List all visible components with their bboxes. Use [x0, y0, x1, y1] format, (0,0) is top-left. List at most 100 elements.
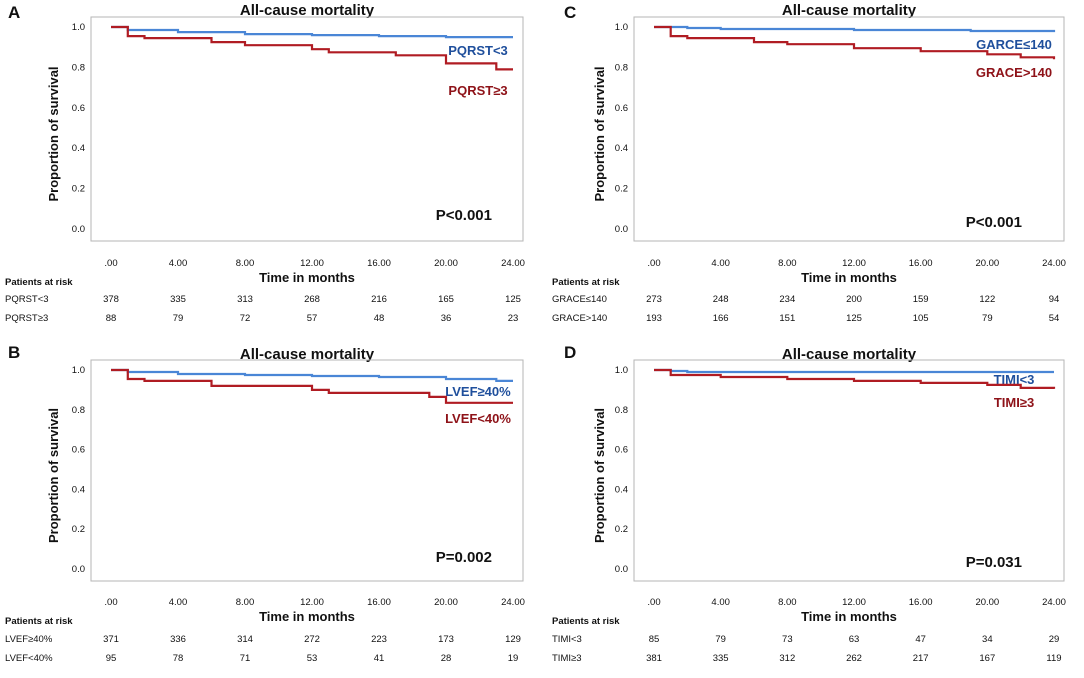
panel-letter: B — [8, 343, 20, 362]
risk-count: 268 — [304, 294, 320, 305]
survival-curve-reference — [654, 25, 1056, 33]
x-tick-label: 12.00 — [842, 258, 866, 269]
risk-count: 248 — [713, 294, 729, 305]
risk-count: 216 — [371, 294, 387, 305]
x-tick-label: 8.00 — [236, 597, 255, 608]
risk-count: 335 — [170, 294, 186, 305]
risk-count: 129 — [505, 634, 521, 645]
risk-row-label: GRACE≤140 — [552, 294, 607, 305]
risk-count: 36 — [441, 313, 452, 324]
risk-count: 54 — [1049, 313, 1060, 324]
y-tick-label: 1.0 — [72, 365, 85, 376]
risk-count: 85 — [649, 634, 660, 645]
y-tick-label: 0.0 — [615, 224, 628, 235]
series-label: PQRST≥3 — [448, 83, 507, 98]
risk-count: 193 — [646, 313, 662, 324]
x-tick-label: 8.00 — [778, 258, 797, 269]
survival-curve-reference — [111, 368, 513, 382]
risk-count: 94 — [1049, 294, 1060, 305]
y-tick-label: 0.4 — [615, 143, 628, 154]
panel-B: B All-cause mortality Proportion of surviv… — [5, 343, 525, 664]
y-tick-label: 0.8 — [72, 62, 85, 73]
panel-letter: C — [564, 3, 576, 22]
risk-count: 312 — [779, 653, 795, 664]
panel-C: C All-cause mortality Proportion of surviv… — [552, 2, 1066, 324]
risk-count: 72 — [240, 313, 251, 324]
risk-row-label: LVEF≥40% — [5, 634, 53, 645]
panel-letter: A — [8, 3, 20, 22]
risk-count: 41 — [374, 653, 385, 664]
series-label: LVEF≥40% — [445, 384, 511, 399]
y-tick-label: 1.0 — [72, 22, 85, 33]
y-tick-label: 0.6 — [615, 103, 628, 114]
risk-count: 53 — [307, 653, 318, 664]
x-tick-label: 16.00 — [909, 258, 933, 269]
x-tick-label: 20.00 — [434, 597, 458, 608]
survival-curve-risk — [111, 368, 513, 404]
y-tick-label: 0.6 — [72, 103, 85, 114]
y-tick-label: 0.6 — [615, 445, 628, 456]
x-tick-label: 12.00 — [300, 597, 324, 608]
risk-table-header: Patients at risk — [552, 277, 620, 288]
x-tick-label: 4.00 — [169, 597, 188, 608]
x-axis-label: Time in months — [801, 609, 897, 624]
x-tick-label: 24.00 — [1042, 258, 1066, 269]
y-axis-label: Proportion of survival — [46, 66, 61, 201]
chart-title: All-cause mortality — [782, 2, 917, 19]
risk-count: 63 — [849, 634, 860, 645]
risk-count: 79 — [715, 634, 726, 645]
series-label: LVEF<40% — [445, 411, 511, 426]
x-tick-label: 16.00 — [367, 258, 391, 269]
plot-frame — [90, 359, 524, 582]
y-tick-label: 0.0 — [72, 564, 85, 575]
risk-count: 273 — [646, 294, 662, 305]
series-label: PQRST<3 — [448, 43, 508, 58]
risk-count: 378 — [103, 294, 119, 305]
y-tick-label: 0.4 — [615, 484, 628, 495]
risk-count: 47 — [915, 634, 926, 645]
series-label: TIMI<3 — [994, 372, 1035, 387]
survival-curve-risk — [654, 25, 1056, 60]
y-tick-label: 0.6 — [72, 445, 85, 456]
x-tick-label: 8.00 — [236, 258, 255, 269]
x-tick-label: .00 — [104, 597, 117, 608]
risk-count: 73 — [782, 634, 793, 645]
risk-row-label: PQRST<3 — [5, 294, 49, 305]
chart-title: All-cause mortality — [782, 346, 917, 363]
y-axis-label: Proportion of survival — [46, 408, 61, 543]
risk-count: 125 — [846, 313, 862, 324]
x-axis-label: Time in months — [259, 270, 355, 285]
risk-count: 336 — [170, 634, 186, 645]
p-value: P=0.031 — [966, 554, 1022, 571]
risk-count: 29 — [1049, 634, 1060, 645]
risk-count: 223 — [371, 634, 387, 645]
risk-count: 19 — [508, 653, 519, 664]
risk-count: 159 — [913, 294, 929, 305]
x-tick-label: 12.00 — [842, 597, 866, 608]
risk-count: 313 — [237, 294, 253, 305]
y-axis-label: Proportion of survival — [592, 408, 607, 543]
plot-frame — [90, 16, 524, 242]
x-tick-label: .00 — [104, 258, 117, 269]
risk-count: 381 — [646, 653, 662, 664]
risk-count: 57 — [307, 313, 318, 324]
y-tick-label: 0.2 — [72, 184, 85, 195]
chart-title: All-cause mortality — [240, 346, 375, 363]
y-tick-label: 0.2 — [615, 524, 628, 535]
x-tick-label: .00 — [647, 258, 660, 269]
survival-curve-risk — [654, 368, 1056, 389]
risk-count: 88 — [106, 313, 117, 324]
panel-letter: D — [564, 343, 576, 362]
risk-count: 166 — [713, 313, 729, 324]
x-tick-label: 8.00 — [778, 597, 797, 608]
risk-count: 23 — [508, 313, 519, 324]
series-label: GARCE≤140 — [976, 37, 1052, 52]
risk-count: 95 — [106, 653, 117, 664]
p-value: P<0.001 — [966, 214, 1022, 231]
risk-table-header: Patients at risk — [5, 616, 73, 627]
risk-row-label: GRACE>140 — [552, 313, 607, 324]
risk-count: 79 — [982, 313, 993, 324]
panel-D: D All-cause mortality Proportion of surviv… — [552, 343, 1066, 664]
risk-count: 119 — [1046, 653, 1061, 664]
p-value: P=0.002 — [436, 549, 492, 566]
